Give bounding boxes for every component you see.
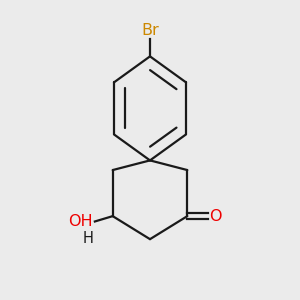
Text: H: H [82, 231, 93, 246]
Text: Br: Br [141, 23, 159, 38]
Text: OH: OH [68, 214, 93, 229]
Text: O: O [209, 208, 222, 224]
